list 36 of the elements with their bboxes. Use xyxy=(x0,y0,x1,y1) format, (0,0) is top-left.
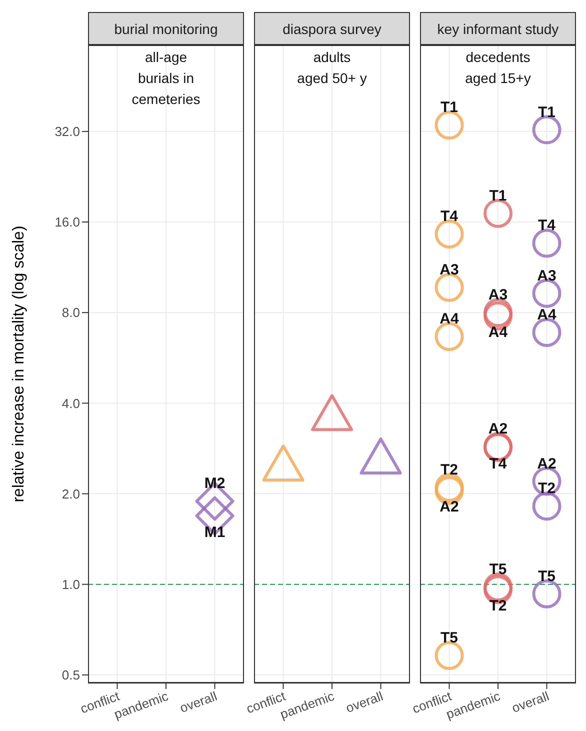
chart-title: diaspora survey xyxy=(254,12,410,45)
x-tick-label: overall xyxy=(344,688,386,716)
y-tick-label: 8.0 xyxy=(62,305,80,320)
annotation: T1 xyxy=(489,187,507,204)
y-axis-title: relative increase in mortality (log scale) xyxy=(10,226,28,502)
annotation: T4 xyxy=(538,217,556,234)
annotation: A3 xyxy=(440,261,459,278)
text: all-age burials in cemeteries xyxy=(130,48,202,109)
annotation: T5 xyxy=(489,560,507,578)
chart-title: key informant study xyxy=(420,12,576,45)
y-tick-label: 16.0 xyxy=(54,214,80,230)
annotation: T2 xyxy=(489,598,507,615)
y-tick-label: 4.0 xyxy=(62,396,80,411)
y-tick-label: 2.0 xyxy=(62,486,80,502)
annotation: A4 xyxy=(440,310,460,328)
annotation: A2 xyxy=(537,455,556,472)
annotation: T1 xyxy=(538,104,556,121)
annotation: A2 xyxy=(488,420,508,438)
annotation: M2 xyxy=(204,475,226,492)
annotation: A3 xyxy=(488,286,508,304)
annotation: T2 xyxy=(440,461,458,478)
y-tick-label: 1.0 xyxy=(62,576,80,592)
text: adults aged 50+ y xyxy=(296,48,368,88)
annotation: A2 xyxy=(440,498,459,516)
y-tick-label: 0.5 xyxy=(62,668,80,683)
x-tick-label: overall xyxy=(178,688,220,716)
annotation: M1 xyxy=(204,524,226,541)
annotation: T5 xyxy=(538,568,556,585)
x-tick-label: overall xyxy=(510,688,552,716)
text: decedents aged 15+y xyxy=(464,48,532,88)
annotation: A4 xyxy=(537,306,557,324)
annotation: A3 xyxy=(537,267,556,284)
chart-title: burial monitoring xyxy=(88,12,244,45)
y-tick-label: 32.0 xyxy=(54,124,80,140)
annotation: T4 xyxy=(489,455,508,472)
annotation: A4 xyxy=(488,324,508,341)
